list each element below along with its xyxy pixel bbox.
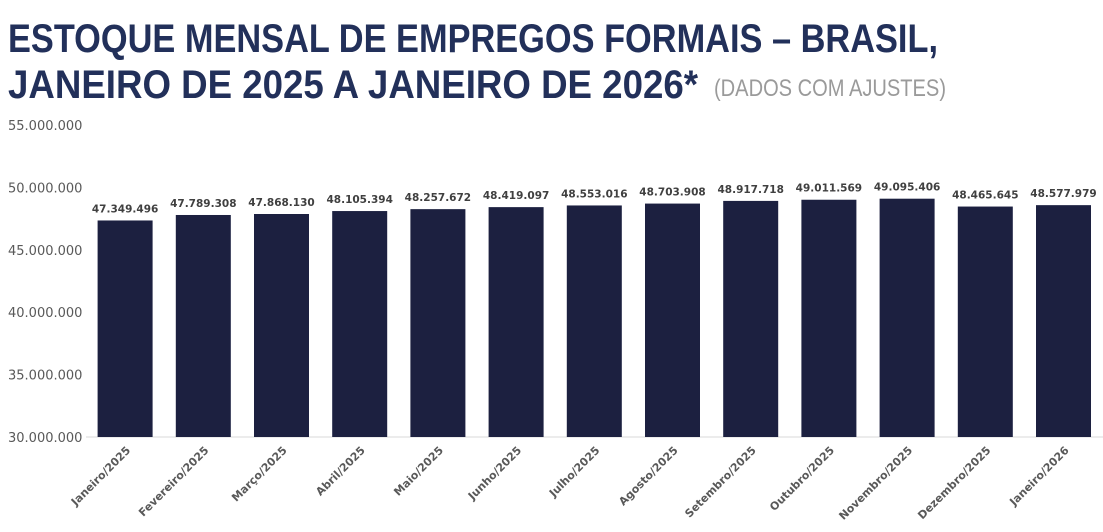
data-label: 48.703.908 xyxy=(639,187,705,199)
bar xyxy=(645,203,700,437)
bar xyxy=(332,211,388,437)
x-tick-label: Março/2025 xyxy=(229,444,289,504)
data-label: 48.577.979 xyxy=(1030,188,1096,200)
data-label: 48.917.718 xyxy=(717,184,783,196)
y-tick-label: 30.000.000 xyxy=(8,431,82,446)
bar xyxy=(175,214,231,437)
x-tick-label: Fevereiro/2025 xyxy=(136,444,211,519)
data-label: 48.257.672 xyxy=(405,192,471,204)
y-tick-label: 40.000.000 xyxy=(8,306,82,321)
x-tick-label: Novembro/2025 xyxy=(836,444,915,523)
data-label: 49.011.569 xyxy=(796,183,862,195)
y-tick-label: 35.000.000 xyxy=(8,369,82,384)
x-tick-label: Agosto/2025 xyxy=(616,444,680,508)
chart-subtitle: (DADOS COM AJUSTES) xyxy=(714,75,946,102)
data-label: 48.553.016 xyxy=(561,188,627,200)
x-tick-label: Outubro/2025 xyxy=(767,444,837,514)
bar xyxy=(723,200,779,437)
y-tick-label: 45.000.000 xyxy=(8,244,82,259)
bar xyxy=(97,220,153,437)
x-tick-label: Janeiro/2025 xyxy=(68,444,133,509)
bar xyxy=(801,199,857,437)
data-label: 48.105.394 xyxy=(326,194,392,206)
x-tick-label: Janeiro/2026 xyxy=(1006,444,1071,509)
bar xyxy=(1036,205,1091,437)
data-label: 47.349.496 xyxy=(92,203,158,215)
x-tick-label: Maio/2025 xyxy=(391,444,446,499)
chart-title-line1: ESTOQUE MENSAL DE EMPREGOS FORMAIS – BRA… xyxy=(8,17,938,61)
x-tick-label: Setembro/2025 xyxy=(682,444,758,520)
data-label: 49.095.406 xyxy=(874,182,940,194)
bar xyxy=(410,209,466,437)
x-tick-label: Junho/2025 xyxy=(465,444,524,503)
x-tick-label: Dezembro/2025 xyxy=(915,444,993,522)
data-label: 48.465.645 xyxy=(952,190,1018,202)
data-label: 47.789.308 xyxy=(170,198,236,210)
bar xyxy=(957,206,1013,437)
bar xyxy=(488,207,544,437)
bar xyxy=(566,205,622,437)
data-label: 48.419.097 xyxy=(483,190,549,202)
y-tick-label: 55.000.000 xyxy=(8,119,82,134)
y-tick-label: 50.000.000 xyxy=(8,181,82,196)
bar xyxy=(879,198,935,437)
x-tick-label: Abril/2025 xyxy=(313,444,367,498)
data-label: 47.868.130 xyxy=(248,197,314,209)
bar xyxy=(254,214,309,437)
chart-title-line2: JANEIRO DE 2025 A JANEIRO DE 2026* xyxy=(8,63,698,107)
x-tick-label: Julho/2025 xyxy=(546,444,602,500)
